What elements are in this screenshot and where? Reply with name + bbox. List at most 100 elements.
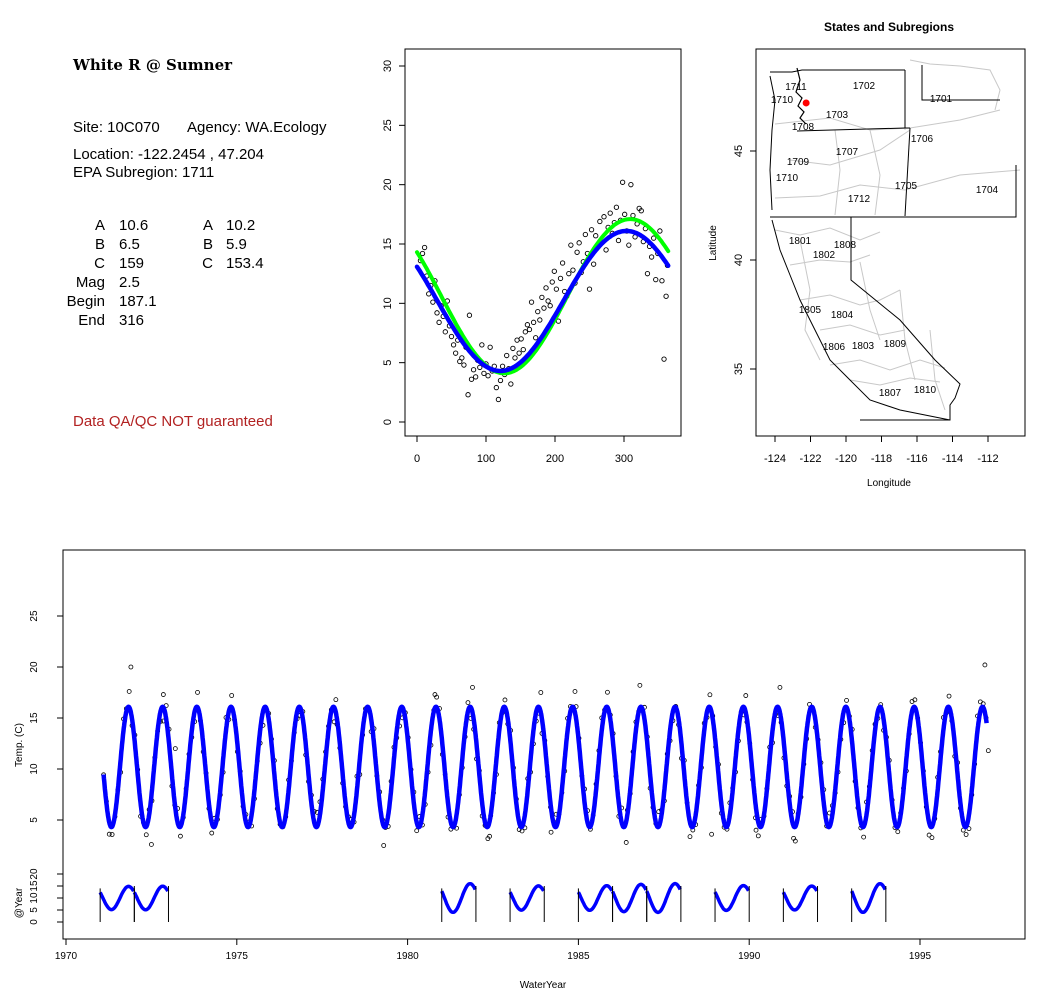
plot-frame <box>404 48 682 437</box>
data-point <box>557 275 564 282</box>
subregion-label: 1803 <box>852 341 875 352</box>
x-tick-label: 200 <box>546 453 564 465</box>
data-point <box>946 693 952 699</box>
data-point <box>603 247 609 253</box>
data-point <box>333 697 339 703</box>
year-inset-curve <box>713 883 751 913</box>
subregion-boundary <box>774 169 1021 199</box>
subregion-label: 1711 <box>785 82 807 93</box>
data-point <box>430 299 436 305</box>
subregion-label: 1801 <box>789 236 812 247</box>
data-point <box>623 840 629 845</box>
data-point <box>663 293 669 299</box>
data-point <box>619 179 626 185</box>
data-point <box>570 267 576 273</box>
data-point <box>543 285 549 291</box>
subregion-label: 1710 <box>771 95 794 106</box>
data-point <box>510 345 516 352</box>
data-point <box>743 693 749 698</box>
disclaimer-text: Data QA/QC NOT guaranteed <box>73 413 273 430</box>
year-inset-curve <box>98 884 136 912</box>
year-inset-curve <box>440 881 477 915</box>
data-point <box>452 350 459 356</box>
subregion-label: 1805 <box>799 305 822 316</box>
y-tick-label: 15 <box>29 712 40 724</box>
data-point <box>530 319 537 325</box>
y-tick-label: 45 <box>733 145 745 157</box>
state-boundary <box>771 219 951 421</box>
agency-label: Agency: WA.Ecology <box>187 119 327 136</box>
y-tick-label: 5 <box>382 360 394 366</box>
subregion-label: 1809 <box>884 339 907 350</box>
y-axis-label-inset: @Year <box>14 887 25 918</box>
series-line <box>101 704 989 830</box>
y-tick-label: 5 <box>29 817 40 823</box>
data-point <box>487 344 493 350</box>
x-tick-label: 1970 <box>55 951 78 962</box>
subregion-boundary <box>789 129 911 166</box>
data-point <box>470 367 477 373</box>
subregion-label: 1807 <box>879 388 902 399</box>
subregion-boundary <box>829 359 946 371</box>
data-point <box>547 303 553 309</box>
y-tick-label: 0 <box>382 419 394 425</box>
data-point <box>465 700 471 705</box>
data-point <box>493 384 499 391</box>
data-point <box>912 697 918 703</box>
data-point <box>622 211 628 217</box>
data-point <box>468 376 475 382</box>
data-point <box>844 698 849 703</box>
param-name: A <box>94 217 105 234</box>
data-point <box>209 830 215 836</box>
site-label: Site: 10C070 <box>73 119 160 136</box>
data-point <box>499 363 506 369</box>
data-point <box>541 305 547 311</box>
data-point <box>229 693 235 698</box>
data-point <box>442 329 448 335</box>
data-point <box>637 682 643 688</box>
y-tick-label: 20 <box>382 179 394 191</box>
data-point <box>419 250 426 257</box>
data-point <box>381 843 387 848</box>
state-boundary <box>921 65 1000 101</box>
data-point <box>497 377 504 384</box>
data-point <box>593 233 599 239</box>
y-axis-label: Temp. (C) <box>14 723 25 767</box>
data-point <box>143 832 149 838</box>
data-point <box>421 244 428 251</box>
x-tick-label: -118 <box>871 453 892 465</box>
data-point <box>432 692 438 697</box>
data-point <box>613 204 620 210</box>
y-tick-label: 10 <box>29 763 40 775</box>
data-point <box>551 268 557 274</box>
data-point <box>753 827 759 833</box>
x-tick-label: -114 <box>942 453 963 465</box>
param-name: Begin <box>66 293 105 310</box>
param-value: 5.9 <box>226 236 247 253</box>
location-label: Location: -122.2454 , 47.204 <box>73 146 264 163</box>
data-point <box>148 842 154 847</box>
data-point <box>518 336 524 342</box>
param-value: 316 <box>119 312 145 329</box>
data-point <box>520 346 526 353</box>
y-tick-label-inset: 5 <box>29 907 40 913</box>
x-tick-label: 300 <box>615 453 633 465</box>
data-point <box>539 294 545 301</box>
data-point <box>160 692 166 697</box>
x-tick-label: -122 <box>799 453 821 465</box>
data-point <box>568 242 574 248</box>
fit-line-green <box>415 217 671 376</box>
data-point <box>434 310 440 316</box>
data-point <box>128 664 134 670</box>
data-point <box>548 829 554 835</box>
data-point <box>485 373 491 379</box>
data-point <box>601 214 607 220</box>
data-point <box>929 835 935 841</box>
data-point <box>461 362 467 368</box>
subregion-label: 1810 <box>914 385 937 396</box>
param-name: End <box>78 312 105 329</box>
plot-frame <box>62 549 1026 940</box>
subregion-boundary <box>849 377 941 386</box>
subregion-label: 1707 <box>836 147 859 158</box>
data-point <box>537 317 543 323</box>
